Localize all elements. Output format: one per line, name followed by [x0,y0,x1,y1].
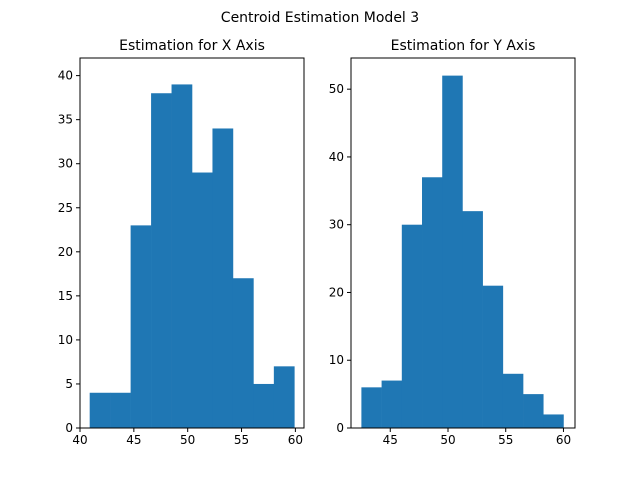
y-tick-label: 10 [329,353,344,367]
x-tick-label: 60 [556,433,571,447]
histogram-bar [110,392,131,428]
histogram-bar [253,383,275,428]
histogram-bar [422,177,443,428]
x-axis-ticks: 40 45 50 55 60 [72,428,303,447]
histogram-x-axis: Estimation for X Axis 40 45 50 55 60 0 5 10 15 2… [58,38,305,447]
histogram-bar [442,75,463,428]
x-tick-label: 45 [126,433,141,447]
y-tick-label: 0 [65,421,73,435]
histogram-bar [523,394,544,428]
bars [89,84,295,428]
plot-frame [350,57,576,429]
figure-suptitle: Centroid Estimation Model 3 [221,10,419,26]
histogram-bar [89,392,111,428]
histogram-bar [462,211,483,428]
histogram-bar [401,224,423,428]
y-tick-label: 10 [58,333,73,347]
y-tick-label: 35 [58,113,73,127]
y-tick-label: 25 [58,201,73,215]
y-tick-label: 15 [58,289,73,303]
bars [361,75,564,428]
x-tick-label: 55 [234,433,249,447]
x-tick-label: 50 [180,433,195,447]
histogram-bar [361,387,382,428]
y-tick-label: 20 [329,285,344,299]
histogram-bar [502,373,524,428]
histogram-bar [381,380,403,428]
x-tick-label: 45 [383,433,398,447]
histogram-bar [543,414,564,428]
y-tick-label: 5 [65,377,73,391]
y-tick-label: 20 [58,245,73,259]
histogram-bar [171,84,193,428]
x-axis-ticks: 45 50 55 60 [383,428,571,447]
y-axis-ticks: 0 10 20 30 40 50 [329,82,351,435]
histogram-bar [192,172,213,428]
y-tick-label: 40 [58,69,73,83]
plot-frame [79,57,305,429]
histogram-bar [482,285,504,428]
y-axis-ticks: 0 5 10 15 20 25 30 35 40 [58,69,80,435]
x-tick-label: 40 [72,433,87,447]
y-tick-label: 30 [329,218,344,232]
histogram-bar [273,366,295,428]
y-tick-label: 40 [329,150,344,164]
histogram-bar [212,128,234,428]
chart-title: Estimation for Y Axis [391,38,536,54]
histogram-bar [232,278,254,428]
histogram-y-axis: Estimation for Y Axis 45 50 55 60 0 10 20 30 40… [329,38,576,447]
histogram-bar [151,93,172,428]
histogram-bar [130,225,152,428]
chart-title: Estimation for X Axis [119,38,265,54]
y-tick-label: 50 [329,82,344,96]
y-tick-label: 30 [58,157,73,171]
y-tick-label: 0 [336,421,344,435]
x-tick-label: 60 [288,433,303,447]
x-tick-label: 55 [498,433,513,447]
x-tick-label: 50 [440,433,455,447]
